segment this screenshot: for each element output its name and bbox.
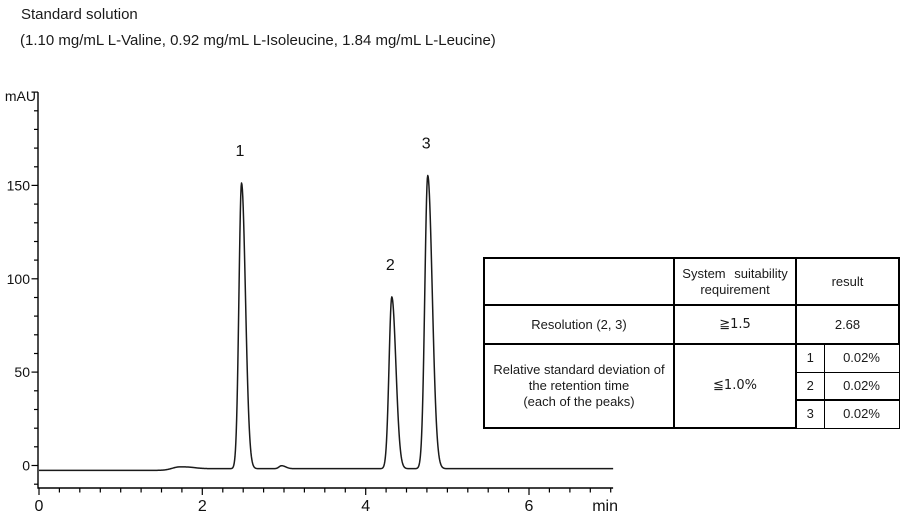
peak-number-cell-1: 1 xyxy=(795,343,825,373)
peak-label-1: 1 xyxy=(236,143,245,160)
resolution-requirement-cell: ≧1.5 xyxy=(673,304,797,345)
peak-number-cell-2: 2 xyxy=(795,371,825,401)
table-header-row: System suitability requirement result xyxy=(483,257,900,306)
peak-label-2: 2 xyxy=(386,257,395,274)
x-tick-label: 6 xyxy=(525,498,534,515)
peak-number-cell-3: 3 xyxy=(795,399,825,429)
x-tick-label: 0 xyxy=(35,498,44,515)
axis-lines xyxy=(37,92,614,489)
resolution-result-cell: 2.68 xyxy=(795,304,900,345)
y-axis-unit-label: mAU xyxy=(5,88,36,104)
rsd-row-peak3: 3 0.02% xyxy=(484,399,900,429)
y-tick-label: 0 xyxy=(22,458,30,474)
peak-label-3: 3 xyxy=(422,136,431,153)
header-requirement-cell: System suitability requirement xyxy=(673,257,797,306)
x-axis-unit-label: min xyxy=(592,498,618,515)
x-tick-label: 4 xyxy=(361,498,370,515)
suitability-table: System suitability requirement result Re… xyxy=(483,257,900,429)
peak-rsd-value-cell-1: 0.02% xyxy=(823,343,900,373)
y-tick-label: 100 xyxy=(7,271,31,287)
y-tick-label: 150 xyxy=(7,177,31,193)
rsd-row-peak1: Relative standard deviation of the reten… xyxy=(483,343,900,429)
header-result-cell: result xyxy=(795,257,900,306)
peak-rsd-value-cell-2: 0.02% xyxy=(823,371,900,401)
page-title: Standard solution xyxy=(21,6,138,23)
resolution-label-cell: Resolution (2, 3) xyxy=(483,304,675,345)
header-requirement-line2: requirement xyxy=(700,281,770,297)
peak-rsd-value-cell-3: 0.02% xyxy=(823,399,900,429)
header-requirement-line1: System suitability xyxy=(682,265,788,281)
page-subtitle: (1.10 mg/mL L-Valine, 0.92 mg/mL L-Isole… xyxy=(20,32,496,49)
rsd-label-line3: (each of the peaks) xyxy=(523,394,635,409)
y-tick-label: 50 xyxy=(14,364,30,380)
chromatogram-trace xyxy=(38,174,614,472)
rsd-requirement-cell: ≦1.0% xyxy=(673,343,797,429)
header-criteria-cell xyxy=(483,257,675,306)
rsd-label-line2: the retention time xyxy=(528,378,630,393)
resolution-row: Resolution (2, 3) ≧1.5 2.68 xyxy=(483,304,900,345)
rsd-label-line1: Relative standard deviation of xyxy=(493,362,665,377)
x-tick-label: 2 xyxy=(198,498,207,515)
rsd-label-cell: Relative standard deviation of the reten… xyxy=(483,343,675,429)
